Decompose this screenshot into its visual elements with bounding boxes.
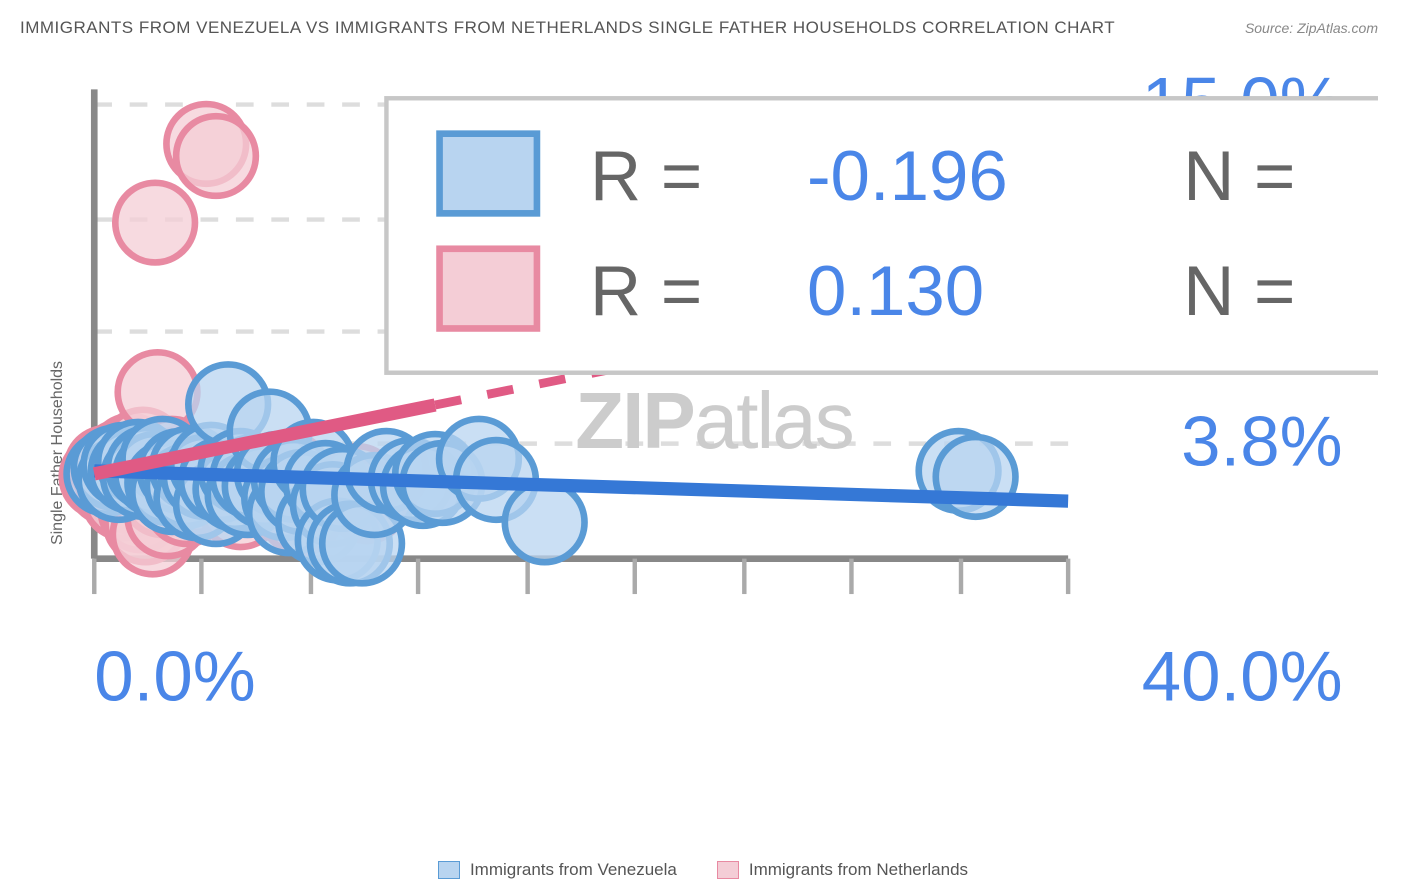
scatter-plot: 3.8%7.5%11.2%15.0%0.0%40.0%R =-0.196N =5… [50,54,1378,718]
svg-text:3.8%: 3.8% [1181,403,1342,482]
svg-text:0.130: 0.130 [807,252,984,331]
source-prefix: Source: [1245,20,1297,36]
svg-text:N =: N = [1183,137,1295,216]
svg-text:N =: N = [1183,252,1295,331]
legend-item: Immigrants from Netherlands [717,860,968,880]
chart-title: IMMIGRANTS FROM VENEZUELA VS IMMIGRANTS … [20,18,1115,38]
source-attribution: Source: ZipAtlas.com [1245,20,1378,36]
svg-text:0.0%: 0.0% [94,637,255,716]
svg-text:R =: R = [590,137,702,216]
legend-item: Immigrants from Venezuela [438,860,677,880]
svg-text:40.0%: 40.0% [1142,637,1343,716]
legend-label: Immigrants from Netherlands [749,860,968,880]
svg-text:R =: R = [590,252,702,331]
legend-swatch [438,861,460,879]
legend-label: Immigrants from Venezuela [470,860,677,880]
source-link[interactable]: ZipAtlas.com [1297,20,1378,36]
svg-text:-0.196: -0.196 [807,137,1008,216]
legend-swatch [717,861,739,879]
legend-bottom: Immigrants from Venezuela Immigrants from… [0,860,1406,880]
